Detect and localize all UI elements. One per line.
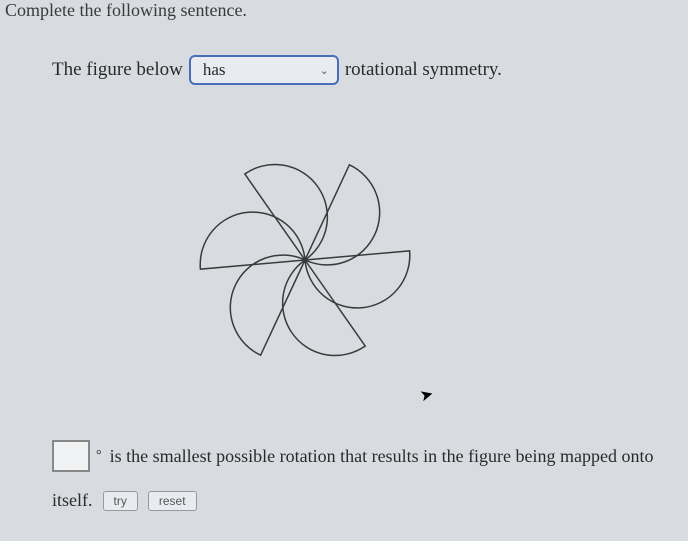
pinwheel-figure: [175, 120, 435, 400]
reset-button[interactable]: reset: [148, 491, 197, 511]
degree-symbol: °: [96, 445, 102, 467]
bottom-section: ° is the smallest possible rotation that…: [52, 440, 678, 511]
pinwheel-blade: [200, 212, 305, 269]
sentence-suffix: rotational symmetry.: [345, 59, 502, 81]
rotation-degree-input[interactable]: [52, 440, 90, 472]
rotation-text-1: is the smallest possible rotation that r…: [110, 442, 654, 471]
pinwheel-svg: [175, 120, 435, 400]
sentence-row: The figure below has ⌄ rotational symmet…: [52, 55, 502, 85]
rotation-text-2: itself.: [52, 490, 93, 511]
second-line: itself. try reset: [52, 490, 678, 511]
chevron-down-icon: ⌄: [320, 64, 329, 77]
header-partial-text: Complete the following sentence.: [5, 0, 247, 21]
sentence-prefix: The figure below: [52, 59, 183, 81]
try-button[interactable]: try: [103, 491, 138, 511]
pinwheel-blade: [305, 251, 410, 308]
dropdown-value: has: [203, 60, 226, 80]
rotation-line: ° is the smallest possible rotation that…: [52, 440, 678, 472]
symmetry-dropdown[interactable]: has ⌄: [189, 55, 339, 85]
